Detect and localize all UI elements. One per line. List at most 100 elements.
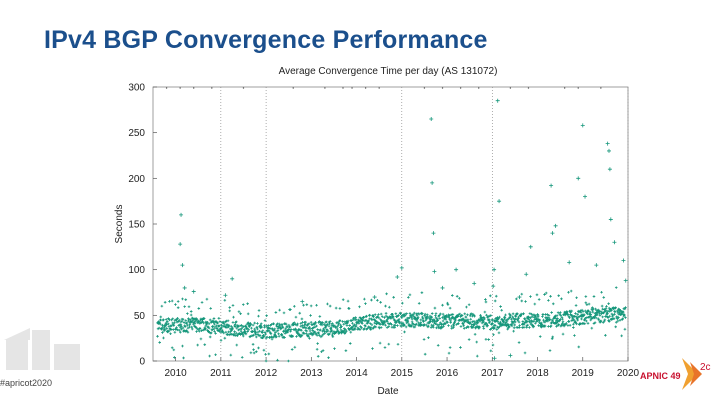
data-point xyxy=(528,244,533,249)
data-point xyxy=(384,304,387,308)
data-point xyxy=(385,292,388,296)
data-point xyxy=(450,327,454,330)
data-point xyxy=(623,278,628,283)
data-point xyxy=(506,323,510,326)
data-point xyxy=(399,265,404,270)
data-point xyxy=(573,334,576,337)
data-point xyxy=(469,317,473,321)
top-dot-mark xyxy=(600,87,602,89)
data-point xyxy=(291,334,294,338)
data-point xyxy=(289,328,293,331)
data-point xyxy=(517,315,520,319)
data-point xyxy=(281,326,285,329)
data-point xyxy=(196,343,199,347)
data-point xyxy=(157,326,161,330)
data-point xyxy=(548,318,552,321)
data-point xyxy=(277,322,281,326)
data-point xyxy=(603,318,607,322)
data-point xyxy=(522,326,526,329)
data-point xyxy=(198,327,202,330)
data-point xyxy=(180,263,185,268)
data-point xyxy=(319,328,322,332)
data-point xyxy=(259,323,262,327)
data-point xyxy=(172,348,176,352)
data-point xyxy=(483,310,487,314)
data-point xyxy=(167,322,170,326)
data-point xyxy=(316,342,319,345)
data-point xyxy=(213,325,217,329)
data-point xyxy=(410,320,414,324)
data-point xyxy=(397,317,401,321)
data-point xyxy=(584,301,588,305)
data-point xyxy=(376,298,379,302)
data-point xyxy=(394,312,398,315)
y-axis-ticks: 0 50 100 150 200 250 300 xyxy=(128,83,157,368)
data-point xyxy=(253,321,256,325)
data-point xyxy=(247,328,251,332)
data-point xyxy=(284,322,288,326)
data-point xyxy=(177,328,181,332)
data-point xyxy=(512,329,515,333)
data-point xyxy=(300,299,305,304)
data-point xyxy=(487,338,490,341)
data-point xyxy=(473,321,477,325)
data-point xyxy=(156,335,159,338)
data-point xyxy=(497,199,502,204)
data-point xyxy=(485,322,488,325)
data-point xyxy=(325,328,329,331)
x-tick-label: 2019 xyxy=(572,368,595,379)
data-point xyxy=(217,317,221,320)
data-point xyxy=(491,284,496,289)
data-point xyxy=(345,329,348,333)
data-point xyxy=(437,323,441,326)
data-point xyxy=(218,320,222,323)
data-point xyxy=(520,299,524,303)
data-point xyxy=(441,312,445,316)
data-point xyxy=(344,349,348,352)
data-point xyxy=(370,298,373,302)
data-point xyxy=(460,314,464,317)
data-point xyxy=(212,317,216,320)
data-point xyxy=(468,321,472,324)
data-point xyxy=(541,313,545,316)
data-point xyxy=(537,298,541,301)
data-point xyxy=(313,330,317,334)
data-point xyxy=(164,321,168,325)
data-point xyxy=(446,303,450,306)
data-point xyxy=(621,310,625,314)
data-point xyxy=(448,317,451,321)
data-point xyxy=(423,312,427,316)
data-point xyxy=(493,324,497,327)
data-point xyxy=(331,335,335,339)
top-dot-mark xyxy=(242,87,245,89)
data-point xyxy=(393,326,397,329)
data-point xyxy=(600,290,603,294)
data-point xyxy=(534,321,537,325)
data-point xyxy=(336,323,340,327)
x-tick-label: 2018 xyxy=(526,368,549,379)
data-point xyxy=(347,307,351,310)
data-point xyxy=(499,305,502,308)
data-point xyxy=(232,315,235,319)
data-point xyxy=(367,319,370,323)
data-point xyxy=(186,323,189,327)
data-point xyxy=(608,217,613,222)
data-point xyxy=(333,347,336,350)
data-point xyxy=(269,332,273,336)
data-point xyxy=(232,332,236,336)
data-point xyxy=(327,324,331,328)
data-point xyxy=(280,333,284,336)
data-point xyxy=(461,322,465,326)
data-point xyxy=(559,314,563,317)
data-point xyxy=(326,302,329,306)
data-point xyxy=(403,323,406,327)
data-point xyxy=(180,324,183,328)
data-point xyxy=(444,317,448,321)
data-point xyxy=(170,299,174,303)
data-point xyxy=(399,312,403,316)
data-point xyxy=(441,303,444,307)
data-point xyxy=(169,332,172,336)
data-point xyxy=(195,330,198,333)
data-point xyxy=(612,317,616,320)
